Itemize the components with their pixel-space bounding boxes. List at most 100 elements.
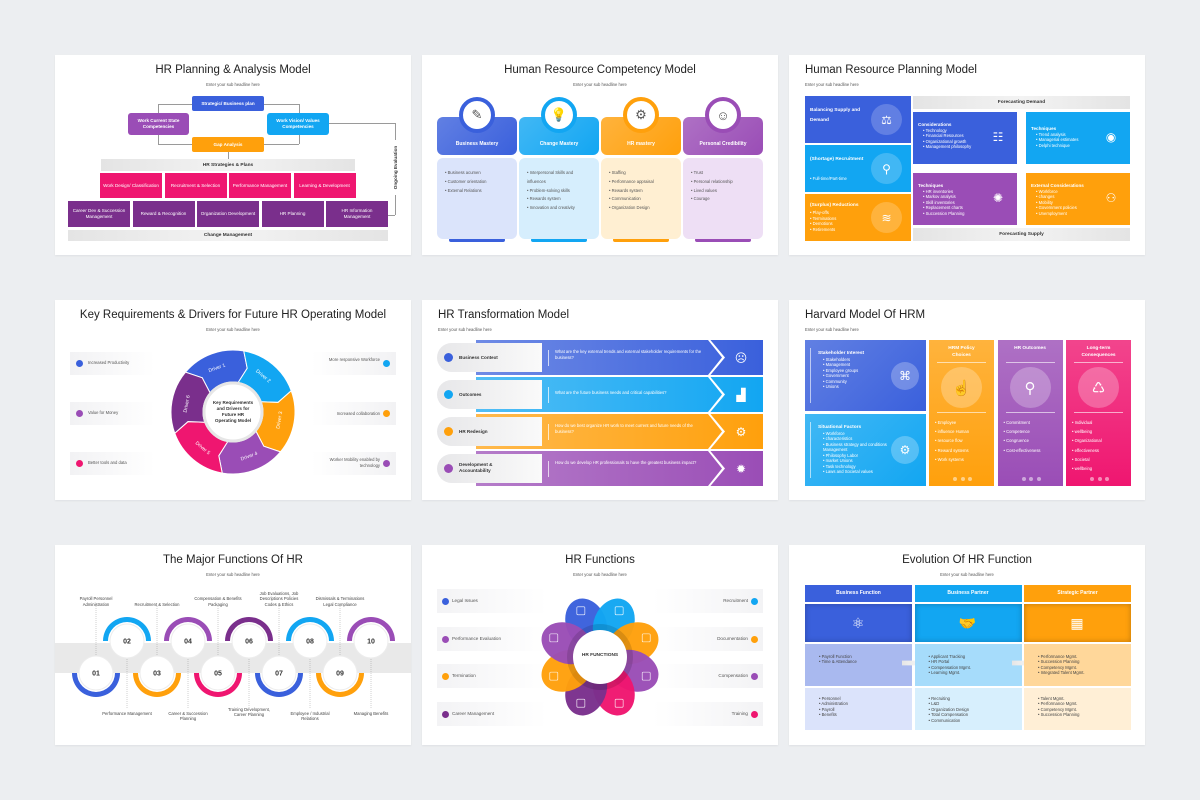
bullet: • — [1038, 706, 1041, 712]
bullet-list: • Interpersonal Skills and influences • P… — [519, 158, 599, 213]
slide-hr-transformation-model[interactable]: HR Transformation Model Enter your sub he… — [422, 300, 778, 500]
connector-line — [158, 135, 159, 144]
list-item: • Government policies — [1036, 205, 1077, 210]
diagram-svg — [541, 598, 659, 716]
function-item-left[interactable]: Termination — [437, 664, 547, 688]
list-item: • Applicant Tracking — [929, 654, 971, 659]
bullet: • — [1036, 199, 1039, 205]
stage-question: What are the key external trends and ext… — [555, 349, 702, 360]
slide-hr-functions[interactable]: HR Functions Enter your sub headline here… — [422, 545, 778, 745]
list-item-text: Cost-effectiveness — [1006, 447, 1041, 453]
function-item-left[interactable]: Career Management — [437, 701, 547, 726]
list-item: • Lived values — [691, 187, 757, 196]
connector-line — [264, 144, 299, 145]
list-item-text: Stakeholders — [825, 357, 851, 362]
bullet-list: • Business acumen • Customer orientation •… — [437, 158, 517, 195]
bullet: • — [935, 447, 938, 453]
list-item-text: L&D — [931, 701, 940, 707]
step-arc — [103, 617, 151, 641]
list-item-text: Staffing — [611, 170, 626, 175]
list-item-text: Administration — [821, 701, 848, 707]
people-ideas-icon: ☷ — [992, 130, 1004, 144]
bullet: • — [928, 654, 931, 659]
step-circle — [170, 623, 206, 659]
list-item-text: Skill inventories — [925, 199, 955, 205]
bullet: • — [819, 712, 822, 718]
list-item: • effectiveness — [1072, 446, 1130, 455]
bullet: • — [1072, 438, 1075, 444]
list-item: • Personnel — [819, 696, 848, 701]
list-item-text: Management philosophy — [925, 144, 972, 150]
slide-hr-planning-model[interactable]: Human Resource Planning Model Enter your … — [789, 55, 1145, 255]
list-item: • Payroll — [819, 707, 848, 712]
list-item-text: Retirements — [812, 227, 836, 233]
list-item-text: Delphi technique — [1038, 142, 1070, 148]
list-item-text: Workforce — [825, 431, 845, 436]
slide-hr-planning-analysis[interactable]: HR Planning & Analysis Model Enter your s… — [55, 55, 411, 255]
transformation-pill[interactable]: Outcomes — [437, 380, 542, 409]
list-item: • Employee groups — [823, 368, 893, 373]
analysis-icon: ⚲ — [1009, 367, 1051, 408]
slide-key-requirements-drivers[interactable]: Key Requirements & Drivers for Future HR… — [55, 300, 411, 500]
forecast-quadrant: Techniques • Trend analysis • Managerial e… — [1026, 112, 1130, 164]
list-item-text: Community — [825, 378, 847, 384]
function-item-right[interactable]: Training — [653, 701, 763, 726]
bullet: • — [1038, 701, 1041, 707]
bullet: • — [527, 170, 530, 175]
status-dot — [751, 710, 758, 718]
function-item-right[interactable]: Recruitment — [653, 589, 763, 613]
function-item-left[interactable]: Performance Evaluation — [437, 626, 547, 651]
list-item-text: Commitment — [1006, 420, 1030, 425]
slide-title: Key Requirements & Drivers for Future HR… — [79, 309, 387, 321]
step-arc — [72, 673, 120, 697]
pager-dot — [1029, 477, 1033, 481]
bullet-list: • Full-time/Part-time — [810, 176, 847, 182]
step-circle — [353, 623, 389, 659]
hr-practice-box: HR Information Management — [326, 201, 388, 227]
list-item-text: Competency Mgmt. — [1040, 706, 1077, 712]
step-label: Managing Benefits — [353, 711, 389, 716]
connector-line — [388, 215, 395, 216]
bullet: • — [819, 696, 822, 701]
list-item-text: Applicant Tracking — [930, 654, 966, 659]
slide-hr-competency-model[interactable]: Human Resource Competency Model Enter you… — [422, 55, 778, 255]
list-item: • Mobility — [1036, 200, 1077, 205]
slide-major-functions[interactable]: The Major Functions Of HR Enter your sub … — [55, 545, 411, 745]
quadrant-heading: Techniques — [918, 183, 944, 188]
function-item-right[interactable]: Documentation — [653, 626, 763, 651]
list-item: • Demotions — [810, 221, 836, 227]
list-item: • Courage — [691, 195, 757, 204]
harvard-column: HRM Policy Choices ☝ • Employee • influence… — [929, 340, 994, 486]
transformation-pill[interactable]: Business Context — [437, 343, 542, 372]
slide-evolution-hr-function[interactable]: Evolution Of HR Function Enter your sub h… — [789, 545, 1145, 745]
list-item-text: Benefits — [821, 712, 837, 718]
list-item: • changes — [1036, 194, 1077, 199]
list-item-text: External Relations — [447, 187, 482, 193]
harvard-column: HR Outcomes ⚲ • Commitment • Competence • Co… — [997, 340, 1063, 486]
stage-label: Outcomes — [459, 392, 482, 397]
scales-icon: ⚖ — [871, 104, 902, 135]
lightbulb-board-icon: 💡 — [541, 97, 577, 133]
center-label: HR FUNCTIONS — [581, 653, 619, 658]
connector-line — [299, 104, 300, 113]
list-item-text: Societal — [1074, 456, 1090, 462]
slide-harvard-model[interactable]: Harvard Model Of HRM Enter your sub headl… — [789, 300, 1145, 500]
transformation-pill[interactable]: Development & Accountability — [437, 454, 542, 483]
list-item: • resource flow — [935, 436, 993, 445]
function-item-right[interactable]: Compensation — [653, 664, 763, 688]
list-item-text: Innovation and creativity — [529, 205, 575, 211]
bullet-list: • Trend analysis • Managerial estimates • … — [1036, 132, 1078, 148]
function-item-left[interactable]: Legal Issues — [437, 589, 547, 613]
bullet: • — [1038, 654, 1041, 659]
petal-icon — [614, 606, 624, 616]
list-item-text: Courage — [693, 196, 710, 202]
step-arc — [347, 617, 395, 641]
bullet: • — [1038, 670, 1041, 676]
step-circle — [292, 623, 328, 659]
list-item-text: Managerial estimates — [1038, 137, 1079, 143]
list-item: • Government — [823, 373, 893, 378]
list-item: • Problem-solving skills — [527, 187, 593, 196]
step-number: 02 — [123, 639, 131, 646]
transformation-pill[interactable]: HR Redesign — [437, 417, 542, 446]
